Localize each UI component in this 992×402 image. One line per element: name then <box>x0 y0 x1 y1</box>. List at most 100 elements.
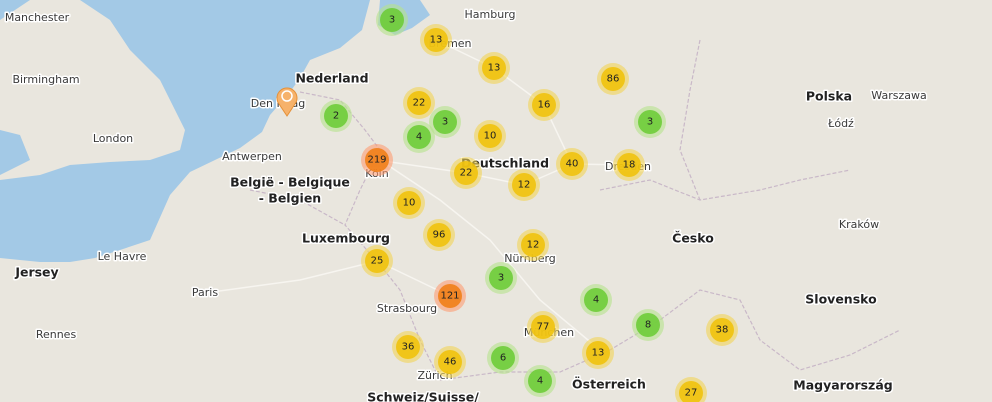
great-britain <box>0 0 185 180</box>
cluster-core <box>397 191 421 215</box>
cluster-marker[interactable]: 4 <box>580 284 612 316</box>
cluster-marker[interactable]: 38 <box>706 314 738 346</box>
cluster-core <box>438 284 462 308</box>
cluster-core <box>489 266 513 290</box>
cluster-marker[interactable]: 3 <box>485 262 517 294</box>
cluster-marker[interactable]: 13 <box>420 24 452 56</box>
place-label: Rennes <box>36 328 77 341</box>
cluster-core <box>365 249 389 273</box>
cluster-marker[interactable]: 2 <box>320 100 352 132</box>
cluster-count: 3 <box>442 117 448 128</box>
cluster-count: 3 <box>647 117 653 128</box>
cluster-marker[interactable]: 3 <box>634 106 666 138</box>
cluster-marker[interactable]: 40 <box>556 148 588 180</box>
cluster-core <box>584 288 608 312</box>
cluster-marker[interactable]: 6 <box>487 342 519 374</box>
cluster-count: 46 <box>444 357 457 368</box>
location-pin[interactable] <box>276 87 298 117</box>
cluster-count: 16 <box>538 100 551 111</box>
country-label: Nederland <box>295 71 368 86</box>
country-label: Schweiz/Suisse/ <box>367 390 479 402</box>
cluster-count: 6 <box>500 353 506 364</box>
cluster-marker[interactable]: 4 <box>403 121 435 153</box>
country-label: Polska <box>806 89 852 104</box>
cluster-count: 25 <box>371 256 384 267</box>
cluster-marker[interactable]: 16 <box>528 89 560 121</box>
place-label: Antwerpen <box>222 150 282 163</box>
cluster-marker[interactable]: 77 <box>527 311 559 343</box>
country-label: Luxembourg <box>302 231 390 246</box>
country-label: Magyarország <box>793 378 892 393</box>
cluster-marker[interactable]: 18 <box>613 149 645 181</box>
cluster-count: 27 <box>685 388 698 399</box>
cluster-marker[interactable]: 121 <box>434 280 466 312</box>
cluster-count: 8 <box>645 320 651 331</box>
cluster-count: 40 <box>566 159 579 170</box>
cluster-marker[interactable]: 219 <box>361 144 393 176</box>
cluster-core <box>427 223 451 247</box>
place-label: Le Havre <box>98 250 147 263</box>
country-label: Česko <box>672 231 714 246</box>
cluster-marker[interactable]: 86 <box>597 63 629 95</box>
cluster-count: 38 <box>716 325 729 336</box>
place-label: Łódź <box>827 117 854 130</box>
cluster-core <box>617 153 641 177</box>
cluster-core <box>324 104 348 128</box>
cluster-count: 10 <box>403 198 416 209</box>
cluster-core <box>407 91 431 115</box>
cluster-marker[interactable]: 10 <box>393 187 425 219</box>
cluster-marker[interactable]: 22 <box>403 87 435 119</box>
cluster-core <box>601 67 625 91</box>
cluster-core <box>521 233 545 257</box>
cluster-marker[interactable]: 22 <box>450 157 482 189</box>
cluster-marker[interactable]: 46 <box>434 346 466 378</box>
place-label: London <box>93 132 133 145</box>
cluster-marker[interactable]: 3 <box>376 4 408 36</box>
cluster-marker[interactable]: 13 <box>582 337 614 369</box>
cluster-marker[interactable]: 96 <box>423 219 455 251</box>
cluster-count: 4 <box>593 295 599 306</box>
cluster-count: 13 <box>592 348 605 359</box>
cluster-count: 10 <box>484 131 497 142</box>
cluster-core <box>679 381 703 402</box>
country-label: België - Belgique <box>230 175 350 190</box>
place-label: Paris <box>192 286 218 299</box>
cluster-count: 4 <box>537 376 543 387</box>
cluster-marker[interactable]: 13 <box>478 52 510 84</box>
cluster-core <box>710 318 734 342</box>
cluster-marker[interactable]: 3 <box>429 106 461 138</box>
cluster-marker[interactable]: 4 <box>524 365 556 397</box>
cluster-marker[interactable]: 10 <box>474 120 506 152</box>
place-label: Kraków <box>839 218 879 231</box>
cluster-marker[interactable]: 25 <box>361 245 393 277</box>
cluster-marker[interactable]: 12 <box>508 169 540 201</box>
place-label: Hamburg <box>465 8 516 21</box>
cluster-count: 18 <box>623 160 636 171</box>
cluster-count: 3 <box>498 273 504 284</box>
channel <box>0 130 30 175</box>
borders <box>249 39 901 381</box>
cluster-count: 22 <box>460 168 473 179</box>
cluster-core <box>407 125 431 149</box>
place-label: Birmingham <box>12 73 79 86</box>
cluster-count: 219 <box>367 155 386 166</box>
country-label: Deutschland <box>461 156 549 171</box>
cluster-count: 3 <box>389 15 395 26</box>
cluster-core <box>531 315 555 339</box>
cluster-core <box>636 313 660 337</box>
cluster-core <box>396 335 420 359</box>
cluster-marker[interactable]: 27 <box>675 377 707 402</box>
cluster-core <box>478 124 502 148</box>
place-label: Warszawa <box>871 89 926 102</box>
cluster-count: 12 <box>527 240 540 251</box>
cluster-marker[interactable]: 8 <box>632 309 664 341</box>
cluster-core <box>532 93 556 117</box>
place-label: Manchester <box>5 11 70 24</box>
cluster-core <box>433 110 457 134</box>
cluster-core <box>438 350 462 374</box>
cluster-marker[interactable]: 36 <box>392 331 424 363</box>
cluster-marker[interactable]: 12 <box>517 229 549 261</box>
cluster-core <box>365 148 389 172</box>
